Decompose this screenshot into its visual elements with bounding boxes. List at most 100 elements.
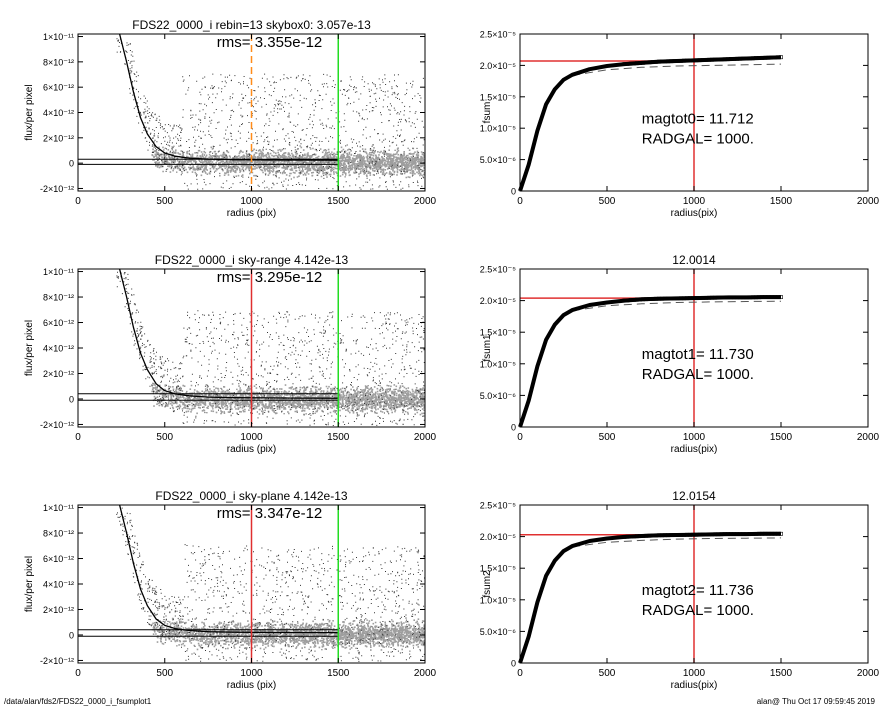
y-tick-label: 1×10⁻¹¹ [43,267,74,277]
y-tick-label: 1.0×10⁻⁵ [480,595,517,605]
x-tick-label: 2000 [857,432,880,443]
x-axis-label: radius (pix) [227,680,276,691]
y-tick-label: 2.0×10⁻⁵ [480,61,517,71]
model-dashed-curve [572,300,782,312]
annotation-line-2: RADGAL= 1000. [642,366,754,383]
annotation-line-1: magtot0= 11.712 [642,111,754,128]
x-tick-label: 1500 [327,432,350,443]
x-tick-label: 0 [75,196,81,207]
x-tick-label: 2000 [857,196,880,207]
y-tick-label: 1.5×10⁻⁵ [480,564,517,574]
y-tick-label: 8×10⁻¹² [43,57,74,67]
x-tick-label: 0 [517,668,523,679]
panel-1: rms= 3.355e-120 500 1000 1500 2000-2×10⁻¹²02… [24,18,437,219]
x-tick-label: 2000 [414,432,437,443]
x-tick-label: 500 [156,196,173,207]
x-tick-label: 1500 [770,668,793,679]
scatter-points-dense [151,383,426,417]
chart-title: 12.0014 [672,253,716,267]
y-tick-label: 0 [511,187,516,197]
y-tick-label: 0 [69,394,74,404]
y-tick-label: 5.0×10⁻⁶ [480,391,517,401]
y-tick-label: -2×10⁻¹² [40,656,74,666]
annotation-line-2: RADGAL= 1000. [642,602,754,619]
y-tick-label: 2.0×10⁻⁵ [480,296,517,306]
y-tick-label: 2×10⁻¹² [43,133,74,143]
growth-curve [518,531,781,664]
profile-curve [118,33,339,161]
y-tick-label: -2×10⁻¹² [40,184,74,194]
panel-6: magtot2= 11.736 RADGAL= 1000. 0 500 1000 1500… [480,489,880,691]
x-tick-label: 1000 [683,196,706,207]
y-tick-label: -2×10⁻¹² [40,420,74,430]
x-tick-label: 1500 [327,668,350,679]
rms-annotation: rms= 3.347e-12 [217,505,322,522]
annotation-line-2: RADGAL= 1000. [642,131,754,148]
y-tick-label: 1.5×10⁻⁵ [480,328,517,338]
y-tick-label: 0 [511,659,516,669]
y-axis-label: fsum [482,102,493,124]
y-tick-label: 1.5×10⁻⁵ [480,92,517,102]
rms-annotation: rms= 3.355e-12 [217,34,322,51]
x-tick-label: 1500 [770,196,793,207]
y-tick-label: 2×10⁻¹² [43,605,74,615]
x-tick-label: 2000 [857,668,880,679]
y-tick-label: 2.5×10⁻⁵ [480,501,517,511]
y-tick-label: 0 [69,630,74,640]
panel-3: rms= 3.295e-120 500 1000 1500 2000-2×10⁻¹²02… [24,253,437,455]
annotation-line-1: magtot1= 11.730 [642,346,754,363]
y-tick-label: 4×10⁻¹² [43,580,74,590]
x-tick-label: 500 [599,196,616,207]
y-tick-label: 6×10⁻¹² [43,554,74,564]
y-tick-label: 6×10⁻¹² [43,318,74,328]
y-tick-label: 5.0×10⁻⁶ [480,155,517,165]
y-tick-label: 8×10⁻¹² [43,529,74,539]
x-tick-label: 0 [75,432,81,443]
model-dashed-curve [572,63,782,76]
x-axis-label: radius (pix) [227,208,276,219]
x-tick-label: 500 [599,668,616,679]
y-tick-label: 0 [511,423,516,433]
y-axis-label: fsum1 [482,334,493,362]
chart-title: FDS22_0000_i sky-range 4.142e-13 [155,253,349,267]
y-tick-label: 2×10⁻¹² [43,369,74,379]
x-tick-label: 1500 [770,432,793,443]
y-tick-label: 4×10⁻¹² [43,344,74,354]
growth-curve [518,55,782,192]
growth-markers [622,531,783,539]
y-tick-label: 6×10⁻¹² [43,83,74,93]
y-tick-label: 2.5×10⁻⁵ [480,265,517,275]
growth-marker [779,531,783,536]
growth-markers [622,295,783,303]
chart-title: 12.0154 [672,489,716,503]
x-tick-label: 1500 [327,196,350,207]
chart-title: FDS22_0000_i rebin=13 skybox0: 3.057e-13 [132,18,371,32]
y-axis-label: flux/per pixel [24,84,35,140]
growth-markers [622,55,783,67]
x-axis-label: radius(pix) [671,444,718,455]
x-axis-label: radius(pix) [671,680,718,691]
y-tick-label: 0 [69,159,74,169]
y-tick-label: 8×10⁻¹² [43,293,74,303]
profile-curve [118,504,339,634]
y-tick-label: 5.0×10⁻⁶ [480,627,517,637]
x-tick-label: 2000 [414,196,437,207]
x-tick-label: 1000 [240,432,263,443]
x-tick-label: 1000 [240,668,263,679]
y-axis-label: flux/per pixel [24,320,35,376]
y-tick-label: 1×10⁻¹¹ [43,32,74,42]
x-tick-label: 0 [517,196,523,207]
panel-2: magtot0= 11.712 RADGAL= 1000. 0 500 1000 1500… [480,30,880,220]
growth-marker [779,295,783,300]
x-tick-label: 500 [599,432,616,443]
panel-5: rms= 3.347e-120 500 1000 1500 2000-2×10⁻¹²02… [24,489,437,691]
x-tick-label: 500 [156,668,173,679]
x-tick-label: 0 [75,668,81,679]
profile-curve [118,268,339,399]
y-tick-label: 1.0×10⁻⁵ [480,359,517,369]
growth-curve [518,295,781,428]
x-tick-label: 500 [156,432,173,443]
x-tick-label: 2000 [414,668,437,679]
growth-marker [779,55,783,60]
